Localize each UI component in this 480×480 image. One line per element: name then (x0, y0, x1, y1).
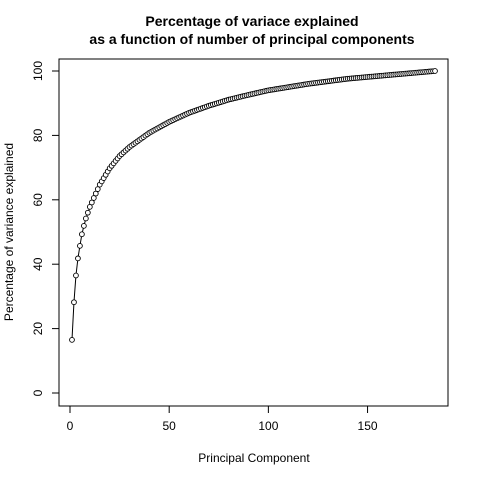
data-point (75, 255, 81, 262)
series-connector-line (71, 70, 436, 340)
data-point (69, 337, 75, 343)
y-tick-label: 40 (31, 257, 45, 271)
y-tick-label: 20 (31, 322, 45, 336)
y-axis-label: Percentage of variance explained (2, 143, 16, 321)
series-line (71, 70, 436, 340)
series-points (69, 68, 438, 343)
plot-frame (58, 58, 449, 407)
chart-title-line1: Percentage of variace explained (145, 13, 358, 29)
data-point (90, 195, 97, 201)
y-axis: 0 20 40 60 80 100 (31, 61, 60, 396)
x-tick-label: 100 (258, 419, 278, 433)
data-point (83, 215, 89, 222)
chart-title-line2: as a function of number of principal com… (89, 31, 414, 47)
data-point (77, 243, 83, 249)
data-point (432, 68, 438, 74)
x-tick-label: 0 (67, 419, 74, 433)
x-tick-label: 150 (358, 419, 378, 433)
data-point (79, 231, 85, 238)
y-tick-label: 100 (31, 61, 45, 81)
y-tick-label: 60 (31, 193, 45, 207)
data-point (71, 299, 77, 306)
x-tick-label: 50 (163, 419, 177, 433)
y-tick-label: 0 (31, 389, 45, 396)
y-tick-label: 80 (31, 128, 45, 142)
data-point (84, 209, 91, 216)
x-axis: 0 50 100 150 (67, 405, 378, 433)
data-point (81, 223, 87, 229)
data-point (73, 272, 79, 279)
x-axis-label: Principal Component (198, 451, 310, 465)
